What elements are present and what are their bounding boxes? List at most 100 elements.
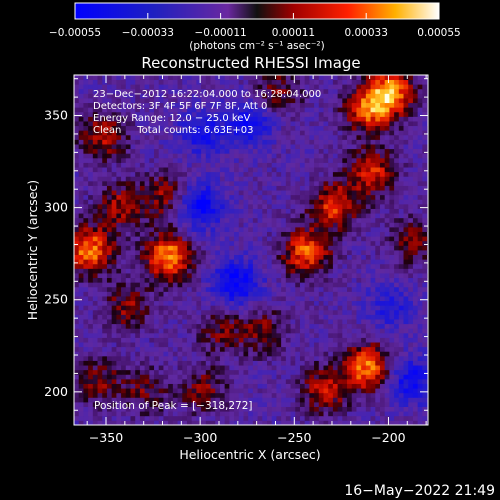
heatmap-cell xyxy=(149,236,155,242)
heatmap-cell xyxy=(130,365,136,371)
heatmap-cell xyxy=(177,176,183,182)
heatmap-cell xyxy=(121,282,127,288)
heatmap-cell xyxy=(318,157,324,163)
heatmap-cell xyxy=(365,401,371,407)
heatmap-cell xyxy=(389,296,395,302)
heatmap-cell xyxy=(234,346,240,352)
heatmap-cell xyxy=(271,351,277,357)
heatmap-cell xyxy=(135,355,141,361)
heatmap-cell xyxy=(135,199,141,205)
heatmap-cell xyxy=(149,323,155,329)
heatmap-cell xyxy=(257,263,263,269)
heatmap-cell xyxy=(102,203,108,209)
heatmap-cell xyxy=(379,309,386,315)
heatmap-cell xyxy=(398,420,404,425)
heatmap-cell xyxy=(144,148,150,154)
heatmap-cell xyxy=(130,277,136,283)
heatmap-cell xyxy=(177,291,183,297)
heatmap-cell xyxy=(196,411,202,417)
heatmap-cell xyxy=(370,176,376,182)
heatmap-cell xyxy=(163,277,169,283)
heatmap-cell xyxy=(365,296,371,302)
heatmap-cell xyxy=(365,369,371,375)
heatmap-cell xyxy=(139,365,146,371)
heatmap-cell xyxy=(417,374,423,380)
heatmap-cell xyxy=(219,277,226,283)
heatmap-cell xyxy=(196,148,202,154)
heatmap-cell xyxy=(121,360,127,366)
heatmap-cell xyxy=(375,323,381,329)
heatmap-cell xyxy=(201,236,207,242)
heatmap-cell xyxy=(215,397,221,403)
heatmap-cell xyxy=(314,383,320,389)
heatmap-cell xyxy=(370,319,376,325)
heatmap-cell xyxy=(186,157,193,163)
heatmap-cell xyxy=(130,121,136,127)
heatmap-cell xyxy=(342,369,348,375)
heatmap-cell xyxy=(384,332,390,338)
heatmap-cell xyxy=(389,231,395,237)
heatmap-cell xyxy=(158,365,164,371)
heatmap-cell xyxy=(422,351,428,357)
heatmap-cell xyxy=(139,213,146,219)
heatmap-cell xyxy=(116,157,122,163)
heatmap-cell xyxy=(370,273,376,279)
heatmap-cell xyxy=(304,259,310,265)
heatmap-cell xyxy=(370,231,376,237)
heatmap-cell xyxy=(144,130,150,136)
heatmap-cell xyxy=(219,365,226,371)
heatmap-cell xyxy=(210,277,216,283)
heatmap-cell xyxy=(422,273,428,279)
heatmap-cell xyxy=(314,296,320,302)
heatmap-cell xyxy=(267,268,273,274)
heatmap-cell xyxy=(356,397,362,403)
heatmap-cell xyxy=(332,208,339,214)
heatmap-cell xyxy=(219,130,226,136)
heatmap-cell xyxy=(102,355,108,361)
heatmap-cell xyxy=(276,420,282,425)
heatmap-cell xyxy=(379,208,386,214)
heatmap-cell xyxy=(389,401,395,407)
heatmap-cell xyxy=(271,337,277,343)
heatmap-cell xyxy=(168,378,174,384)
heatmap-cell xyxy=(172,374,178,380)
heatmap-cell xyxy=(74,190,80,196)
heatmap-cell xyxy=(139,139,146,145)
heatmap-cell xyxy=(379,190,386,196)
heatmap-cell xyxy=(186,194,193,200)
heatmap-cell xyxy=(106,134,113,140)
heatmap-cell xyxy=(285,314,291,320)
heatmap-cell xyxy=(281,286,287,292)
heatmap-cell xyxy=(154,355,160,361)
heatmap-cell xyxy=(92,231,98,237)
heatmap-cell xyxy=(342,305,348,311)
heatmap-cell xyxy=(417,148,423,154)
heatmap-cell xyxy=(135,245,141,251)
heatmap-cell xyxy=(370,162,376,168)
heatmap-cell xyxy=(290,254,296,260)
heatmap-cell xyxy=(257,332,263,338)
heatmap-cell xyxy=(379,300,386,306)
heatmap-cell xyxy=(229,378,235,384)
heatmap-cell xyxy=(234,273,240,279)
heatmap-cell xyxy=(285,176,291,182)
heatmap-cell xyxy=(149,332,155,338)
heatmap-cell xyxy=(332,148,339,154)
heatmap-cell xyxy=(328,365,334,371)
heatmap-cell xyxy=(172,351,178,357)
heatmap-cell xyxy=(149,121,155,127)
heatmap-cell xyxy=(78,139,84,145)
heatmap-cell xyxy=(163,319,169,325)
heatmap-cell xyxy=(365,411,371,417)
heatmap-cell xyxy=(276,305,282,311)
heatmap-cell xyxy=(205,323,211,329)
heatmap-cell xyxy=(365,203,371,209)
heatmap-cell xyxy=(295,420,301,425)
heatmap-cell xyxy=(285,342,291,348)
heatmap-cell xyxy=(314,250,320,256)
heatmap-cell xyxy=(111,121,117,127)
heatmap-cell xyxy=(154,254,160,260)
heatmap-cell xyxy=(74,401,80,407)
heatmap-cell xyxy=(257,388,263,394)
heatmap-cell xyxy=(375,268,381,274)
